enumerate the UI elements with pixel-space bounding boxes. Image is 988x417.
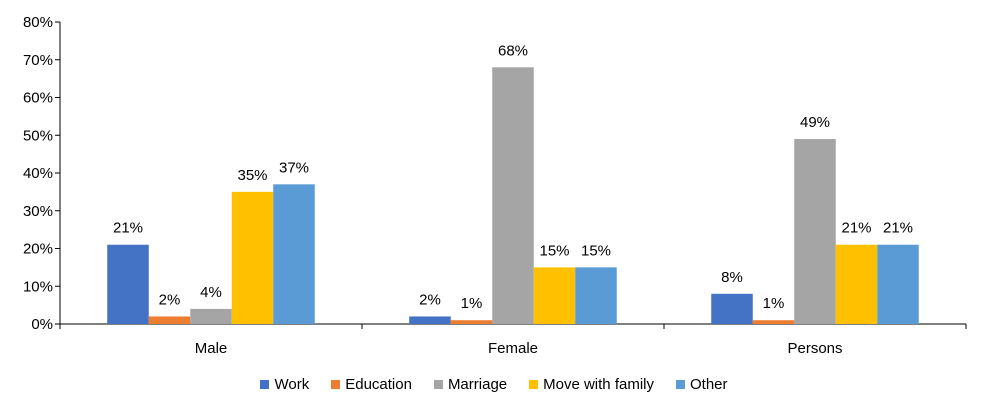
legend-swatch-other	[675, 380, 685, 389]
data-label: 49%	[800, 114, 830, 131]
legend-item-other: Other	[675, 376, 728, 393]
legend-item-marriage: Marriage	[433, 376, 508, 393]
data-label: 15%	[539, 242, 569, 259]
y-tick-label: 50%	[23, 127, 53, 144]
data-label: 21%	[883, 220, 913, 237]
legend-label-other: Other	[689, 376, 728, 393]
legend-swatch-marriage	[433, 380, 443, 389]
legend-label-move-with-family: Move with family	[543, 376, 654, 393]
bar-move-with-family	[533, 267, 576, 324]
legend-swatch-work	[260, 380, 270, 389]
legend-item-education: Education	[331, 376, 412, 393]
legend-item-work: Work	[260, 376, 309, 393]
y-tick-label: 0%	[31, 316, 53, 333]
data-label: 2%	[159, 291, 181, 308]
data-label: 8%	[721, 269, 743, 286]
bar-education	[450, 320, 493, 324]
bar-work	[711, 293, 753, 324]
y-tick-label: 10%	[23, 278, 53, 295]
bar-marriage	[190, 308, 232, 324]
bar-education	[752, 320, 795, 324]
y-tick-label: 20%	[23, 241, 53, 258]
x-category-label: Male	[195, 340, 228, 357]
data-label: 68%	[498, 42, 528, 59]
bar-move-with-family	[835, 244, 878, 324]
data-label: 21%	[113, 220, 143, 237]
bar-marriage	[492, 67, 534, 325]
legend-label-marriage: Marriage	[447, 376, 508, 393]
bar-other	[575, 267, 617, 324]
bar-work	[107, 244, 149, 324]
legend-label-education: Education	[345, 376, 412, 393]
data-label: 37%	[279, 159, 309, 176]
data-label: 15%	[581, 242, 611, 259]
bar-marriage	[794, 139, 836, 324]
data-label: 2%	[419, 291, 441, 308]
data-label: 4%	[200, 284, 222, 301]
y-tick-label: 60%	[23, 90, 53, 107]
y-tick-label: 70%	[23, 52, 53, 69]
bar-move-with-family	[231, 191, 274, 324]
bar-other	[877, 244, 919, 324]
y-tick-label: 30%	[23, 203, 53, 220]
y-tick-label: 40%	[23, 165, 53, 182]
data-label: 35%	[237, 167, 267, 184]
legend-swatch-move-with-family	[529, 380, 539, 389]
y-tick-label: 80%	[23, 14, 53, 31]
bar-other	[273, 184, 315, 324]
legend-item-move-with-family: Move with family	[529, 376, 654, 393]
legend-swatch-education	[331, 380, 341, 389]
data-label: 21%	[841, 220, 871, 237]
bar-work	[409, 316, 451, 324]
legend-label-work: Work	[274, 376, 310, 393]
legend: Work Education Marriage Move with family…	[0, 376, 988, 393]
data-label: 1%	[763, 295, 785, 312]
x-category-label: Persons	[787, 340, 842, 357]
bar-education	[148, 316, 191, 324]
x-category-label: Female	[488, 340, 538, 357]
data-label: 1%	[461, 295, 483, 312]
